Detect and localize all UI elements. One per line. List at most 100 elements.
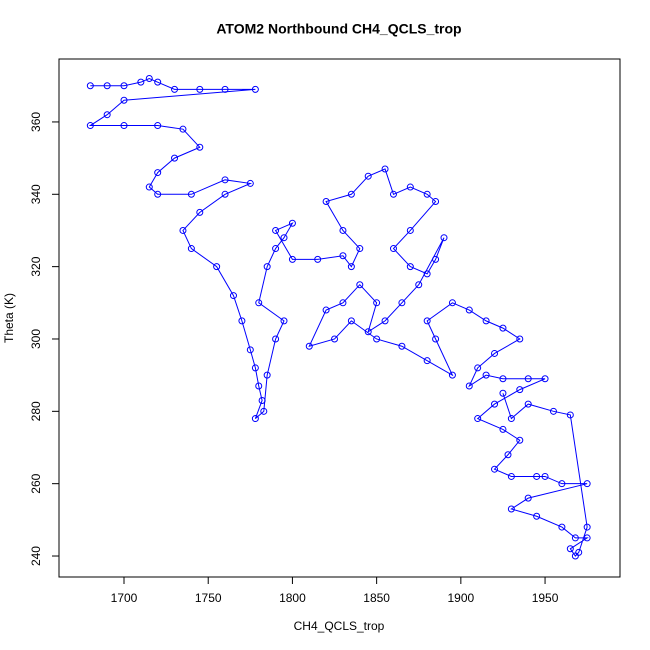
point: [541, 472, 549, 480]
y-tick-label: 320: [29, 256, 43, 276]
point: [331, 335, 339, 343]
point: [448, 371, 456, 379]
point: [474, 364, 482, 372]
point: [288, 219, 296, 227]
point: [272, 335, 280, 343]
point: [491, 400, 499, 408]
point: [255, 382, 263, 390]
point: [339, 252, 347, 260]
point: [571, 534, 579, 542]
y-tick-label: 280: [29, 401, 43, 421]
chart-title: ATOM2 Northbound CH4_QCLS_trop: [216, 21, 461, 37]
point: [516, 386, 524, 394]
point: [145, 75, 153, 83]
point: [516, 335, 524, 343]
point: [251, 415, 259, 423]
point: [566, 545, 574, 553]
point: [260, 407, 268, 415]
point: [507, 415, 515, 423]
point: [179, 226, 187, 234]
point: [137, 78, 145, 86]
point: [398, 342, 406, 350]
point: [499, 324, 507, 332]
point: [504, 451, 512, 459]
point: [280, 234, 288, 242]
point: [263, 263, 271, 271]
point: [499, 375, 507, 383]
point: [196, 208, 204, 216]
point: [305, 342, 313, 350]
point: [120, 82, 128, 90]
point: [179, 125, 187, 133]
point: [423, 357, 431, 365]
point: [347, 317, 355, 325]
point: [187, 190, 195, 198]
point: [364, 328, 372, 336]
y-tick-label: 340: [29, 184, 43, 204]
point: [406, 226, 414, 234]
point: [288, 255, 296, 263]
point: [255, 299, 263, 307]
y-tick-label: 240: [29, 546, 43, 566]
point: [154, 190, 162, 198]
x-tick-label: 1950: [532, 591, 559, 605]
x-tick-label: 1900: [447, 591, 474, 605]
point: [196, 85, 204, 93]
point: [423, 190, 431, 198]
point: [221, 176, 229, 184]
point: [356, 245, 364, 253]
point: [423, 270, 431, 278]
point: [381, 165, 389, 173]
point: [120, 122, 128, 130]
x-tick-label: 1850: [363, 591, 390, 605]
point: [423, 317, 431, 325]
point: [432, 255, 440, 263]
point: [432, 198, 440, 206]
point: [258, 396, 266, 404]
series-line: [88, 77, 589, 557]
point: [558, 480, 566, 488]
point: [516, 436, 524, 444]
point: [373, 335, 381, 343]
point: [251, 85, 259, 93]
point: [448, 299, 456, 307]
point: [381, 317, 389, 325]
point: [171, 154, 179, 162]
point: [154, 169, 162, 177]
point: [229, 292, 237, 300]
point: [339, 226, 347, 234]
y-tick-label: 360: [29, 112, 43, 132]
point: [263, 371, 271, 379]
x-tick-label: 1700: [111, 591, 138, 605]
point: [347, 263, 355, 271]
point: [583, 534, 591, 542]
x-tick-label: 1800: [279, 591, 306, 605]
point: [465, 382, 473, 390]
point: [524, 375, 532, 383]
point: [491, 349, 499, 357]
point: [373, 299, 381, 307]
point: [499, 389, 507, 397]
point: [272, 245, 280, 253]
point: [533, 472, 541, 480]
point: [566, 411, 574, 419]
point: [103, 111, 111, 119]
point: [507, 472, 515, 480]
point: [339, 299, 347, 307]
y-tick-label: 260: [29, 473, 43, 493]
point: [171, 85, 179, 93]
point: [406, 183, 414, 191]
point: [440, 234, 448, 242]
point: [583, 480, 591, 488]
point: [120, 96, 128, 104]
point: [575, 548, 583, 556]
point: [221, 190, 229, 198]
point: [213, 263, 221, 271]
point: [251, 364, 259, 372]
point: [406, 263, 414, 271]
point: [246, 346, 254, 354]
point: [583, 523, 591, 531]
point: [272, 226, 280, 234]
point: [356, 281, 364, 289]
